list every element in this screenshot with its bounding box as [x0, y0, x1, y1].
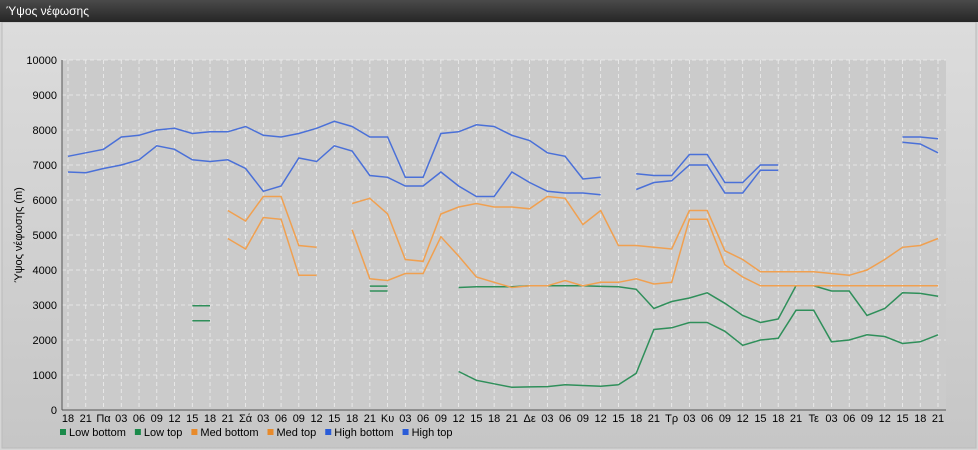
y-tick-label: 10000	[26, 55, 57, 67]
series-line	[67, 141, 939, 198]
legend-label: Med bottom	[200, 427, 258, 439]
legend-swatch	[134, 429, 141, 435]
legend-label: High top	[412, 427, 453, 439]
x-tick-label: 06	[133, 413, 145, 425]
x-tick-label: 12	[310, 413, 322, 425]
x-tick-label: 18	[346, 413, 358, 425]
x-tick-label: 03	[541, 413, 553, 425]
y-tick-label: 6000	[33, 195, 57, 207]
series-line	[192, 290, 939, 389]
x-tick-label: 06	[701, 413, 713, 425]
legend-label: High bottom	[334, 427, 393, 439]
x-tick-label: 06	[275, 413, 287, 425]
x-tick-label: 06	[559, 413, 571, 425]
legend-swatch	[267, 429, 274, 435]
x-tick-label: 21	[80, 413, 92, 425]
series-line	[227, 195, 939, 277]
y-tick-label: 5000	[33, 230, 57, 242]
x-tick-label: 21	[364, 413, 376, 425]
x-tick-label: 09	[719, 413, 731, 425]
x-tick-label: 21	[790, 413, 802, 425]
x-tick-label: 03	[825, 413, 837, 425]
x-tick-label: Σά	[239, 413, 253, 425]
legend-label: Med top	[277, 427, 317, 439]
x-tick-label: 03	[683, 413, 695, 425]
y-tick-label: 1000	[33, 370, 57, 382]
x-tick-label: 15	[754, 413, 766, 425]
y-tick-label: 0	[51, 405, 57, 417]
x-tick-label: 15	[328, 413, 340, 425]
x-tick-label: 12	[879, 413, 891, 425]
x-tick-label: 18	[772, 413, 784, 425]
legend-label: Low bottom	[69, 427, 126, 439]
x-tick-label: 03	[257, 413, 269, 425]
x-tick-label: 03	[115, 413, 127, 425]
x-tick-label: 09	[577, 413, 589, 425]
title-bar: Ύψος νέφωσης	[0, 0, 978, 22]
x-tick-label: 06	[843, 413, 855, 425]
y-tick-label: 4000	[33, 265, 57, 277]
x-tick-label: 09	[293, 413, 305, 425]
chart: Ύψος νέφωσης (m) 0 1000 2000 3000 4000 5000 60…	[1, 22, 977, 449]
x-tick-label: 12	[595, 413, 607, 425]
x-tick-label: 18	[62, 413, 74, 425]
x-tick-label: 21	[222, 413, 234, 425]
x-tick-label: Πα	[96, 413, 111, 425]
legend-swatch	[402, 429, 409, 435]
x-tick-label: 15	[612, 413, 624, 425]
x-tick-label: 15	[470, 413, 482, 425]
x-tick-label: 18	[914, 413, 926, 425]
x-tick-label: 18	[630, 413, 642, 425]
x-tick-label: 09	[861, 413, 873, 425]
legend-label: Low top	[144, 427, 183, 439]
x-tick-label: 09	[435, 413, 447, 425]
x-tick-label: 06	[417, 413, 429, 425]
y-tick-label: 7000	[33, 160, 57, 172]
x-tick-label: 18	[204, 413, 216, 425]
y-tick-label: 2000	[33, 335, 57, 347]
y-tick-label: 8000	[33, 125, 57, 137]
x-tick-label: 21	[506, 413, 518, 425]
x-tick-label: 18	[488, 413, 500, 425]
x-tick-label: 12	[452, 413, 464, 425]
x-tick-label: Δε	[523, 413, 535, 425]
x-tick-label: 09	[151, 413, 163, 425]
x-tick-label: Κυ	[381, 413, 394, 425]
y-tick-label: 9000	[33, 90, 57, 102]
y-axis-label: Ύψος νέφωσης (m)	[13, 187, 25, 283]
legend-swatch	[191, 429, 198, 435]
y-tick-label: 3000	[33, 300, 57, 312]
series-line	[227, 216, 938, 289]
x-tick-label: Τε	[809, 413, 820, 425]
x-tick-label: 15	[896, 413, 908, 425]
legend-swatch	[325, 429, 332, 435]
x-tick-label: 12	[737, 413, 749, 425]
x-tick-label: 15	[186, 413, 198, 425]
series-line	[67, 120, 939, 184]
x-tick-label: 12	[168, 413, 180, 425]
x-tick-label: 21	[932, 413, 944, 425]
x-tick-label: Τρ	[665, 413, 678, 425]
legend-swatch	[60, 429, 66, 435]
x-tick-label: 03	[399, 413, 411, 425]
x-tick-label: 21	[648, 413, 660, 425]
